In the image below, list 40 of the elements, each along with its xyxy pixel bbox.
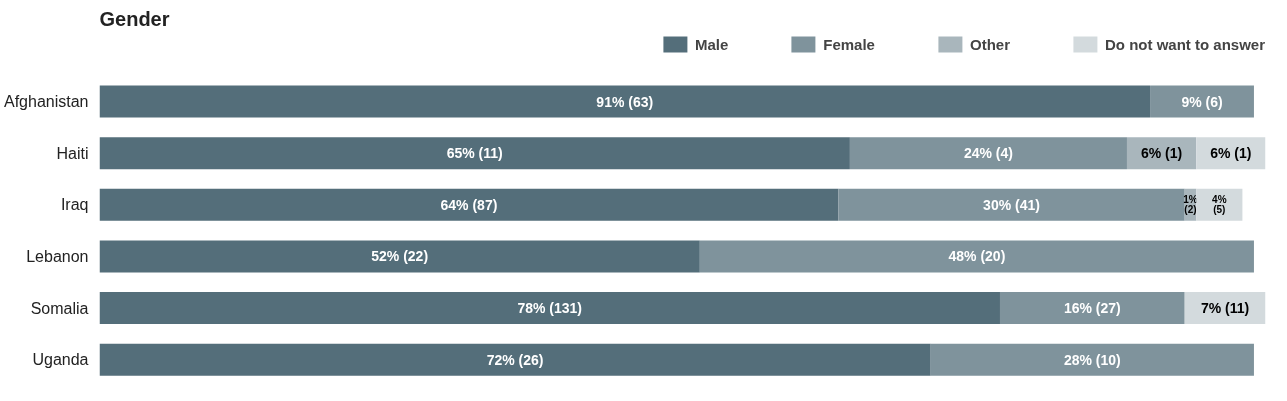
y-tick-label: Somalia (30, 299, 89, 317)
data-label: 91% (63) (596, 93, 654, 110)
bar (99, 137, 850, 170)
data-label: 65% (11) (446, 145, 503, 162)
data-label: 7% (11) (1200, 300, 1250, 317)
data-label: 52% (22) (371, 248, 429, 265)
data-label: 6% (1) (1210, 145, 1252, 162)
data-label: 24% (4) (963, 145, 1013, 162)
bar (99, 292, 1000, 325)
bar (99, 188, 839, 221)
data-label: 72% (26) (486, 351, 544, 368)
data-label: 6% (1) (1140, 145, 1183, 162)
data-label: 9% (6) (1181, 93, 1223, 110)
bar (99, 343, 931, 376)
data-label: 4% (5) (1212, 194, 1227, 216)
y-tick-label: Haiti (56, 144, 89, 162)
data-label: 16% (27) (1063, 300, 1121, 317)
data-label: 30% (41) (983, 196, 1040, 213)
data-label: 64% (87) (440, 196, 498, 213)
bar (699, 240, 1254, 273)
y-tick-label: Uganda (32, 351, 89, 369)
bar (849, 137, 1127, 170)
legend-label: Female (823, 35, 875, 53)
bar (999, 292, 1185, 325)
legend-label: Do not want to answer (1104, 35, 1265, 53)
bar (838, 188, 1185, 221)
bar (1150, 85, 1254, 118)
bar (99, 240, 700, 273)
data-label: 48% (20) (948, 248, 1006, 265)
chart-title: Gender (99, 7, 170, 30)
data-label: 1% (2) (1183, 194, 1198, 216)
legend-label: Other (969, 35, 1010, 53)
legend-label: Male (694, 35, 729, 53)
data-label: 28% (10) (1063, 351, 1121, 368)
y-tick-label: Afghanistan (3, 93, 89, 111)
data-label: 78% (131) (517, 300, 583, 317)
y-tick-label: Lebanon (26, 247, 89, 265)
y-tick-label: Iraq (60, 196, 89, 214)
bar (99, 85, 1151, 118)
bar (930, 343, 1254, 376)
